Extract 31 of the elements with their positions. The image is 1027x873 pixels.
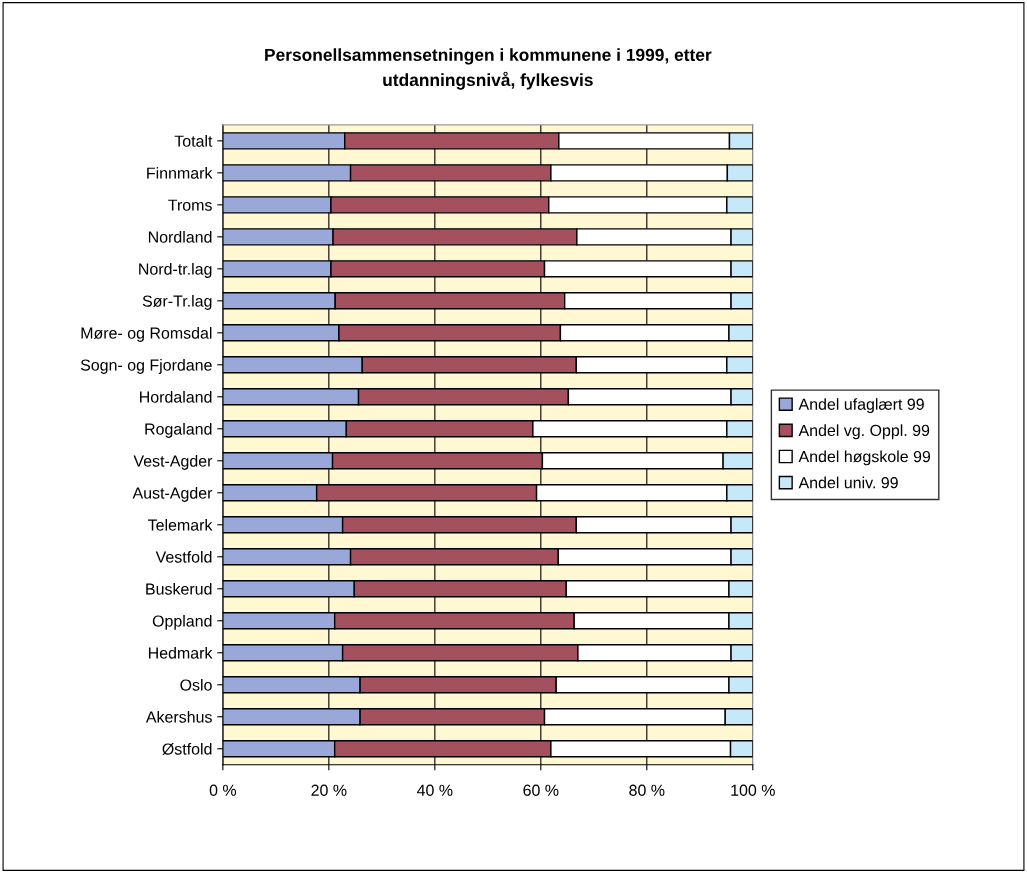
y-tick-label: Aust-Agder xyxy=(132,487,213,502)
y-tick-label: Troms xyxy=(168,199,212,211)
chart-title: Personellsammensetningen i kommunene i 1999, etter utdanningsnivå, fylkesvis xyxy=(265,48,712,90)
legend-label: Andel høgskole 99 xyxy=(798,450,931,466)
y-tick-label: Hedmark xyxy=(148,646,213,659)
y-tick-label: Oslo xyxy=(180,678,212,691)
x-tick-label: 60 % xyxy=(523,784,559,796)
x-tick-label: 80 % xyxy=(629,784,665,796)
y-tick-label: Buskerud xyxy=(146,582,212,595)
y-tick-label: Finnmark xyxy=(147,167,213,179)
y-tick-label: Totalt xyxy=(174,135,213,147)
y-tick-label: Oppland xyxy=(152,614,212,630)
y-tick-label: Nordland xyxy=(148,231,212,243)
y-tick-label: Rogaland xyxy=(145,423,212,438)
x-tick-label: 100 % xyxy=(731,784,775,796)
legend-label: Andel ufaglært 99 xyxy=(798,398,924,414)
y-tick-label: Sogn- og Fjordane xyxy=(80,359,212,374)
y-tick-label: Hordaland xyxy=(140,391,212,403)
legend-label: Andel univ. 99 xyxy=(798,476,898,489)
y-tick-label: Vestfold xyxy=(155,550,212,563)
y-tick-label: Nord-tr.lag xyxy=(139,263,212,278)
y-tick-label: Vest-Agder xyxy=(133,455,213,470)
legend-label: Andel vg. Oppl. 99 xyxy=(798,424,930,440)
y-tick-label: Telemark xyxy=(148,518,213,531)
x-tick-label: 40 % xyxy=(417,784,453,796)
x-tick-label: 20 % xyxy=(311,784,347,796)
y-tick-label: Sør-Tr.lag xyxy=(142,295,212,310)
y-tick-label: Møre- og Romsdal xyxy=(81,327,212,342)
y-tick-label: Østfold xyxy=(162,742,212,755)
y-tick-label: Akershus xyxy=(145,710,212,723)
x-tick-label: 0 % xyxy=(209,784,237,796)
